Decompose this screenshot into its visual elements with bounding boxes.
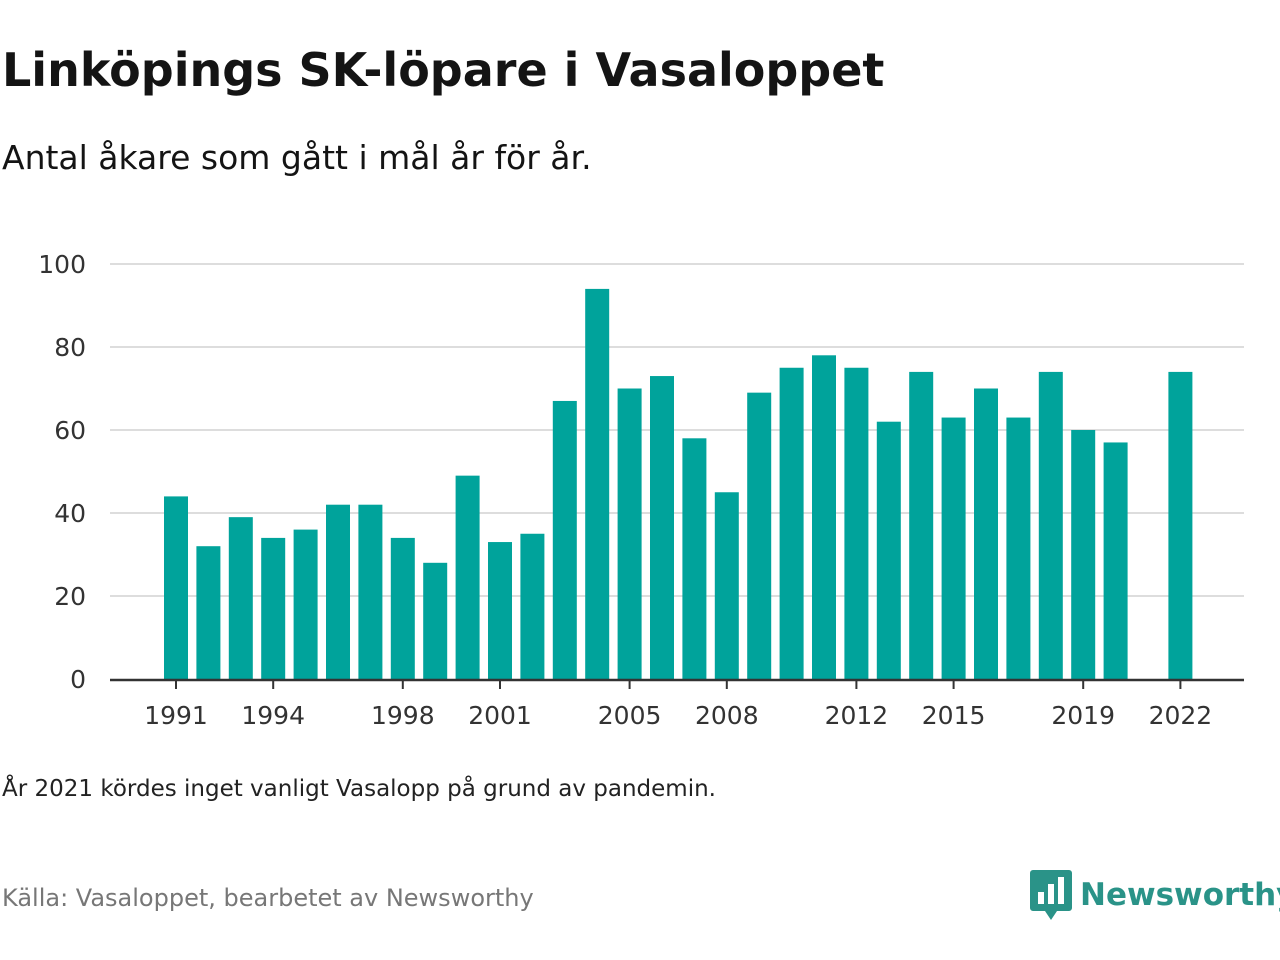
bar-2001: [488, 542, 512, 679]
bar-1996: [326, 504, 350, 679]
bar-2004: [585, 288, 610, 679]
x-tick-label-2022: 2022: [1149, 701, 1213, 730]
bar-2008: [714, 492, 739, 679]
x-tick-label-1994: 1994: [241, 701, 305, 730]
bar-2003: [552, 400, 577, 679]
bar-2011: [812, 355, 836, 679]
bar-2012: [844, 367, 869, 679]
bar-2015: [941, 417, 966, 679]
bar-2010: [779, 367, 804, 679]
brand-logo: Newsworthy: [1030, 868, 1280, 922]
y-tick-label-20: 20: [54, 582, 86, 611]
newsworthy-logo-icon: [1030, 870, 1072, 920]
x-tick-label-1998: 1998: [371, 701, 435, 730]
bar-1992: [196, 546, 221, 679]
bar-2018: [1038, 371, 1063, 679]
chart-subtitle: Antal åkare som gått i mål år för år.: [2, 138, 592, 177]
x-tick-label-2015: 2015: [922, 701, 986, 730]
bar-2016: [974, 388, 998, 679]
source-credit: Källa: Vasaloppet, bearbetet av Newswort…: [2, 884, 534, 912]
bar-chart: 0 20 40 60 80 100 1991 1994 1998 2001 2005 2008 201…: [38, 250, 1244, 730]
y-tick-label-40: 40: [54, 499, 86, 528]
x-tick-label-2012: 2012: [825, 701, 889, 730]
bar-1993: [228, 517, 253, 679]
bar-1994: [261, 537, 286, 679]
bar-2000: [455, 475, 480, 679]
bar-2020: [1103, 442, 1128, 679]
x-tick-label-1991: 1991: [144, 701, 208, 730]
x-axis-ticks: 1991 1994 1998 2001 2005 2008 2012 2015 2019 2022: [144, 680, 1212, 730]
bar-2005: [617, 388, 642, 679]
bar-2022: [1168, 371, 1193, 679]
y-tick-label-60: 60: [54, 416, 86, 445]
bar-2017: [1006, 417, 1031, 679]
y-tick-label-100: 100: [38, 250, 86, 279]
brand-name: Newsworthy: [1080, 877, 1280, 913]
bar-1997: [358, 504, 383, 679]
x-tick-label-2005: 2005: [598, 701, 662, 730]
x-tick-label-2008: 2008: [695, 701, 759, 730]
bar-2006: [650, 376, 674, 679]
bar-2019: [1071, 430, 1096, 679]
y-tick-label-80: 80: [54, 333, 86, 362]
footnote: År 2021 kördes inget vanligt Vasalopp på…: [2, 776, 716, 802]
bar-2002: [520, 533, 545, 679]
bar-2013: [876, 421, 901, 679]
bar-1998: [390, 537, 415, 679]
bar-1991: [164, 496, 188, 679]
bar-2007: [682, 438, 707, 679]
bar-1995: [293, 529, 318, 679]
bar-1999: [423, 562, 448, 679]
bar-2009: [747, 392, 772, 679]
y-tick-label-0: 0: [70, 665, 86, 694]
x-tick-label-2001: 2001: [468, 701, 532, 730]
x-tick-label-2019: 2019: [1051, 701, 1115, 730]
chart-title: Linköpings SK-löpare i Vasaloppet: [2, 43, 885, 97]
bars: [164, 288, 1193, 679]
bar-2014: [909, 371, 934, 679]
y-axis-ticks: 0 20 40 60 80 100: [38, 250, 86, 694]
